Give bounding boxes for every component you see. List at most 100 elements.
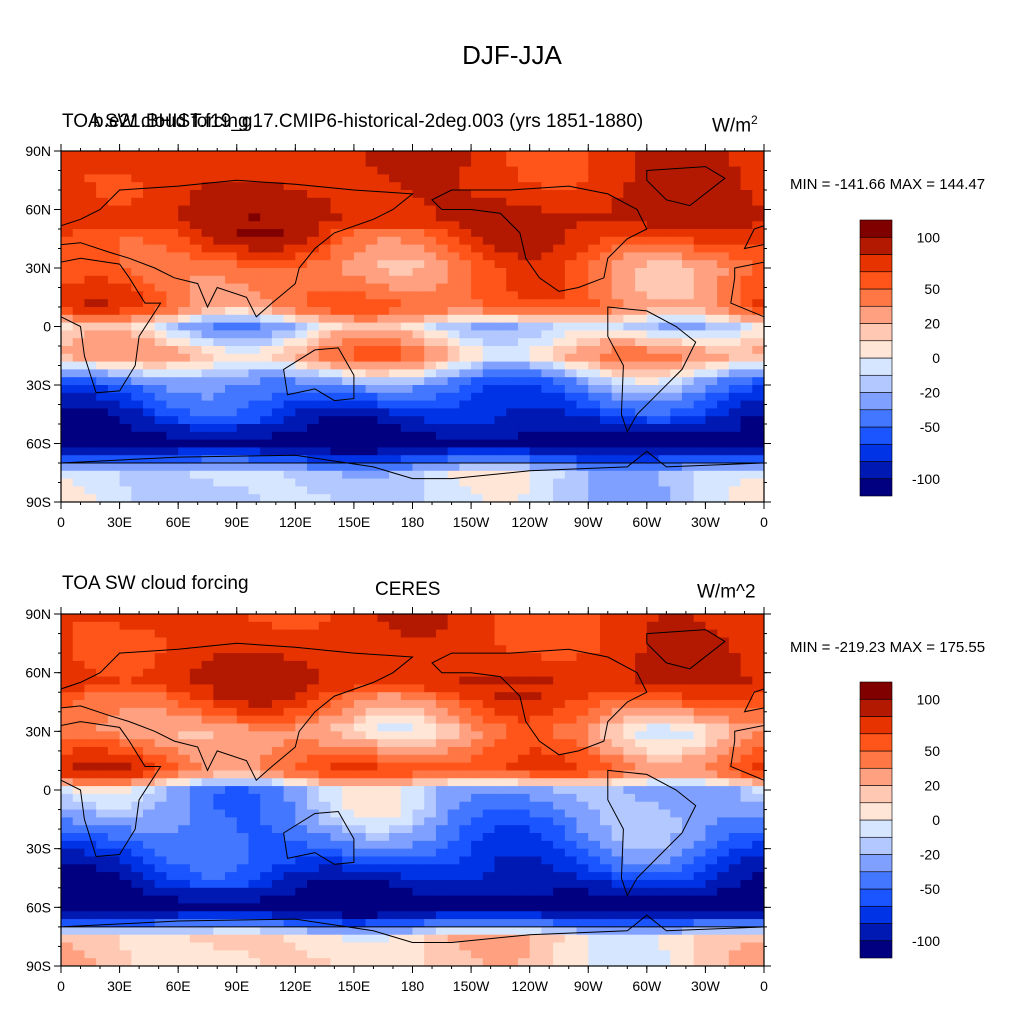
panel-model-field-cell (576, 151, 589, 160)
panel-model-field-cell (143, 197, 156, 207)
panel-obs-field-cell (61, 840, 74, 850)
panel-obs-field-cell (564, 645, 578, 654)
panel-model-field-cell (705, 299, 718, 308)
panel-obs-field-cell (283, 786, 296, 795)
panel-model-field-cell (635, 229, 648, 238)
panel-obs-field-cell (740, 754, 753, 764)
panel-obs-field-cell (131, 731, 144, 740)
panel-obs-field-cell (412, 840, 425, 850)
panel-model-field-cell (517, 361, 531, 370)
panel-model-field-cell (96, 213, 109, 222)
panel-obs-field-cell (201, 778, 214, 787)
panel-model-field-cell (189, 361, 203, 370)
panel-model-field-cell (412, 400, 425, 409)
panel-model-field-cell (353, 346, 367, 355)
panel-obs-field-cell (201, 746, 214, 756)
panel-model-field-cell (752, 197, 764, 207)
panel-obs-field-cell (494, 653, 507, 662)
panel-model-field-cell (576, 463, 589, 472)
panel-model-field-cell (96, 190, 109, 199)
panel-model-field-cell (189, 205, 203, 214)
panel-model-field-cell (599, 361, 613, 370)
panel-obs-field-cell (494, 621, 507, 631)
panel-obs-field-cell (119, 856, 132, 865)
panel-model-field-cell (236, 455, 250, 464)
panel-model-field-cell (564, 252, 578, 261)
panel-model-field-cell (517, 252, 531, 261)
panel-model-field-cell (576, 455, 589, 464)
panel-model-field-cell (96, 369, 109, 378)
panel-obs-field-cell (307, 668, 320, 678)
panel-obs-field-cell (260, 692, 273, 701)
panel-obs-field-cell (236, 645, 250, 654)
panel-obs-field-cell (365, 684, 378, 693)
panel-model-field-cell (307, 174, 320, 183)
panel-obs-field-cell (482, 754, 496, 764)
panel-model-field-cell (353, 205, 367, 214)
panel-obs-field-cell (295, 793, 308, 803)
panel-model-field-cell (107, 377, 121, 386)
panel-obs-field-cell (248, 668, 261, 678)
panel-model-field-cell (693, 494, 707, 502)
panel-obs-field-cell (564, 754, 578, 764)
panel-obs-field-cell (119, 700, 132, 709)
panel-model-field-cell (728, 197, 742, 207)
panel-model-field-cell (201, 408, 214, 417)
panel-model-field-cell (740, 431, 753, 441)
panel-model-field-cell (740, 470, 753, 480)
panel-obs-field-cell (471, 660, 484, 670)
panel-model-field-cell (412, 408, 425, 417)
panel-obs-field-cell (728, 793, 742, 803)
panel-obs-field-cell (599, 637, 613, 646)
panel-obs-field-cell (412, 614, 425, 623)
panel-model-field-cell (295, 221, 308, 230)
panel-model-colorbar-box (859, 323, 893, 342)
panel-obs-field-cell (236, 692, 250, 701)
panel-model-field-cell (705, 229, 718, 238)
panel-obs-field-cell (740, 746, 753, 756)
panel-model-field-cell (353, 369, 367, 378)
panel-model-field-cell (318, 400, 332, 409)
panel-obs-field-cell (248, 879, 261, 889)
panel-obs-field-cell (658, 801, 671, 811)
panel-obs-field-cell (365, 848, 378, 858)
panel-obs-field-cell (564, 833, 578, 842)
panel-obs-field-cell (201, 692, 214, 701)
panel-obs-field-cell (189, 833, 203, 842)
panel-model-field-cell (248, 260, 261, 269)
panel-model-field-cell (365, 447, 378, 456)
panel-model-field-cell (236, 244, 250, 253)
panel-model-field-cell (260, 151, 273, 160)
panel-model-field-cell (529, 392, 542, 402)
panel-model-field-cell (412, 205, 425, 214)
panel-obs-field-cell (564, 856, 578, 865)
panel-model-field-cell (693, 236, 707, 246)
panel-model-field-cell (752, 346, 764, 355)
panel-model-field-cell (154, 221, 168, 230)
panel-model-field-cell (646, 470, 660, 480)
panel-model-field-cell (553, 244, 566, 253)
panel-obs-field-cell (318, 637, 332, 646)
panel-model-field-cell (307, 221, 320, 230)
panel-obs-field-cell (119, 723, 132, 732)
panel-model-field-cell (693, 408, 707, 417)
panel-model-field-cell (283, 213, 296, 222)
panel-model-field-cell (107, 213, 121, 222)
panel-model-field-cell (154, 478, 168, 487)
panel-model-field-cell (494, 314, 507, 324)
panel-model-field-cell (96, 151, 109, 160)
panel-model-field-cell (107, 283, 121, 292)
panel-model-field-cell (400, 151, 414, 160)
panel-obs-field-cell (517, 786, 531, 795)
panel-obs-field-cell (705, 793, 718, 803)
panel-model-field-cell (400, 182, 414, 191)
panel-model-field-cell (611, 416, 624, 425)
panel-obs-field-cell (248, 684, 261, 693)
panel-model-field-cell (693, 283, 707, 292)
panel-model-field-cell (166, 291, 179, 300)
panel-model-field-cell (365, 283, 378, 292)
panel-model-field-cell (389, 392, 402, 402)
panel-model-field-cell (225, 229, 238, 238)
panel-obs-field-cell (166, 668, 179, 678)
panel-model-field-cell (459, 463, 472, 472)
